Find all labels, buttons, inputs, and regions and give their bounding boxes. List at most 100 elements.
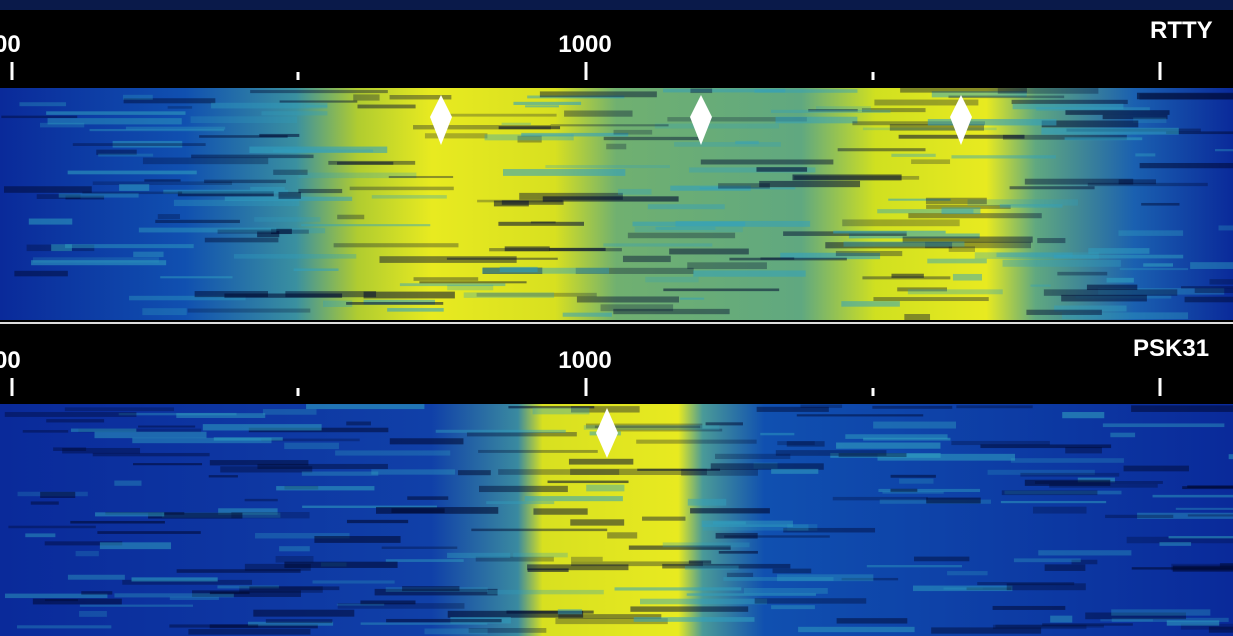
noise-streak (306, 404, 424, 409)
noise-streak (337, 162, 393, 165)
noise-streak (486, 501, 554, 504)
noise-streak (273, 170, 307, 175)
noise-streak (632, 222, 745, 227)
noise-streak (346, 421, 371, 425)
noise-streak (1012, 100, 1128, 104)
noise-streak (1011, 458, 1124, 463)
noise-streak (386, 619, 502, 622)
noise-streak (711, 463, 824, 469)
noise-streak (1000, 204, 1063, 207)
noise-streak (138, 426, 195, 428)
noise-streak (1001, 501, 1106, 503)
noise-streak (302, 471, 378, 475)
noise-streak (14, 271, 67, 277)
noise-streak (126, 127, 225, 130)
noise-streak (724, 535, 830, 537)
noise-streak (1140, 163, 1233, 168)
noise-streak (266, 619, 333, 623)
noise-streak (19, 102, 66, 106)
noise-streak (68, 171, 197, 175)
noise-streak (549, 248, 605, 251)
noise-streak (1167, 620, 1220, 625)
noise-streak (471, 529, 607, 532)
noise-streak (1219, 225, 1233, 230)
noise-streak (337, 604, 384, 606)
noise-streak (279, 546, 310, 551)
noise-streak (1103, 423, 1225, 427)
noise-streak (143, 158, 268, 165)
noise-streak (29, 219, 72, 225)
noise-streak (606, 144, 626, 150)
noise-streak (640, 599, 767, 605)
noise-streak (604, 137, 703, 140)
noise-streak (1045, 564, 1086, 571)
noise-streak (250, 187, 285, 190)
noise-streak (513, 553, 568, 558)
noise-streak (205, 238, 279, 243)
noise-streak (479, 486, 568, 492)
noise-streak (533, 408, 590, 415)
noise-streak (586, 485, 624, 492)
noise-streak (503, 169, 625, 176)
noise-streak (800, 404, 842, 407)
noise-streak (1190, 262, 1233, 269)
noise-streak (690, 508, 770, 513)
noise-streak (900, 88, 1027, 93)
noise-streak (927, 259, 987, 264)
noise-streak (1100, 619, 1153, 621)
noise-streak (407, 496, 448, 500)
noise-streak (642, 517, 685, 521)
noise-streak (613, 309, 729, 314)
noise-streak (361, 622, 488, 624)
noise-streak (949, 96, 1065, 99)
noise-streak (911, 159, 950, 164)
noise-streak (464, 292, 554, 297)
noise-streak (687, 262, 767, 269)
noise-streak (259, 134, 299, 137)
noise-streak (1105, 515, 1173, 518)
noise-streak (1007, 583, 1086, 590)
noise-streak (1111, 609, 1210, 615)
noise-streak (570, 519, 624, 525)
noise-streak (688, 499, 726, 506)
noise-streak (882, 492, 943, 494)
noise-streak (436, 430, 566, 433)
noise-streak (735, 141, 759, 144)
noise-streak (1037, 238, 1065, 243)
noise-streak (425, 133, 488, 138)
noise-streak (703, 524, 808, 530)
noise-streak (53, 447, 86, 451)
noise-streak (353, 94, 379, 100)
noise-streak (531, 221, 556, 223)
noise-streak (771, 110, 890, 113)
noise-streak (1176, 508, 1233, 510)
noise-streak (607, 532, 637, 538)
noise-streak (73, 143, 206, 146)
noise-streak (558, 609, 582, 614)
noise-streak (1131, 405, 1233, 412)
noise-streak (904, 314, 930, 321)
noise-streak (51, 244, 72, 251)
noise-streak (209, 475, 238, 477)
noise-streak (59, 193, 139, 197)
noise-streak (706, 422, 743, 425)
noise-streak (635, 227, 743, 232)
noise-streak (995, 625, 1103, 628)
noise-streak (379, 256, 516, 263)
noise-streak (908, 289, 1003, 294)
noise-streak (169, 624, 258, 627)
noise-streak (841, 301, 900, 307)
noise-streak (1188, 514, 1233, 516)
noise-streak (142, 308, 186, 315)
noise-streak (873, 422, 956, 429)
scale-bar (0, 328, 1233, 404)
noise-streak (371, 469, 455, 474)
noise-streak (843, 241, 964, 246)
noise-streak (614, 130, 653, 135)
noise-streak (1025, 480, 1110, 486)
noise-streak (513, 102, 581, 105)
noise-streak (773, 569, 812, 574)
noise-streak (414, 277, 479, 281)
noise-streak (528, 568, 569, 572)
noise-streak (760, 257, 794, 259)
